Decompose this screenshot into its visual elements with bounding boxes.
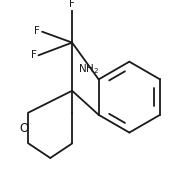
Text: F: F [69,0,75,9]
Text: F: F [31,50,37,60]
Text: O: O [19,122,28,135]
Text: NH$_2$: NH$_2$ [78,62,99,76]
Text: F: F [34,26,40,36]
